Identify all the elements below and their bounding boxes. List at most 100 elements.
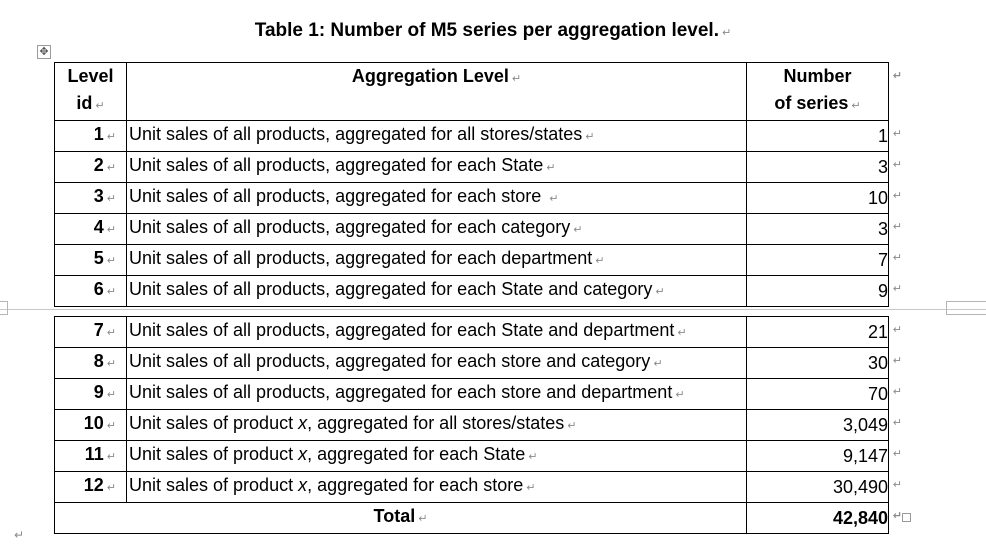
- cell-end-mark: ↵: [106, 420, 116, 432]
- level-id-cell[interactable]: 1 ↵: [54, 120, 127, 152]
- aggregation-text: Unit sales of all products, aggregated f…: [129, 124, 583, 144]
- table-row: 4 ↵ Unit sales of all products, aggregated…: [54, 213, 902, 245]
- aggregation-text-rest: , aggregated for all stores/states: [307, 413, 565, 433]
- aggregation-level-cell[interactable]: Unit sales of all products, aggregated f…: [126, 347, 747, 379]
- paragraph-mark: ↵: [722, 27, 732, 39]
- series-count-cell[interactable]: 7 ↵: [746, 244, 902, 276]
- table-move-handle-icon[interactable]: ✥: [37, 45, 51, 59]
- table-row: 8 ↵ Unit sales of all products, aggregated…: [54, 347, 902, 379]
- series-count: 9: [877, 280, 888, 301]
- row-end-mark: ↵: [892, 479, 902, 491]
- level-id-cell[interactable]: 3 ↵: [54, 182, 127, 214]
- row-end-mark: ↵: [892, 283, 902, 295]
- row-end-mark: ↵: [892, 510, 902, 522]
- table-row: 7 ↵ Unit sales of all products, aggregated…: [54, 316, 902, 348]
- total-count-cell[interactable]: 42,840 ↵: [746, 502, 902, 534]
- header-level-id[interactable]: Level id ↵: [54, 62, 127, 121]
- page-break-line: [0, 309, 986, 310]
- header-level-id-line1: Level: [67, 66, 114, 86]
- aggregation-text: Unit sales of all products, aggregated f…: [129, 320, 675, 340]
- series-count: 3,049: [842, 414, 888, 435]
- table-row: 6 ↵ Unit sales of all products, aggregated…: [54, 275, 902, 307]
- aggregation-table-bottom: 7 ↵ Unit sales of all products, aggregated…: [54, 316, 902, 534]
- header-number-of-series[interactable]: Number of series ↵ ↵: [746, 62, 902, 121]
- series-count-cell[interactable]: 21 ↵: [746, 316, 902, 348]
- row-end-mark: ↵: [892, 324, 902, 336]
- aggregation-text-rest: , aggregated for each State: [307, 444, 526, 464]
- level-id: 1: [93, 124, 104, 144]
- level-id: 12: [83, 475, 104, 495]
- table-row: 5 ↵ Unit sales of all products, aggregated…: [54, 244, 902, 276]
- page-gap-marker-right: [946, 301, 986, 315]
- cell-end-mark: ↵: [106, 286, 116, 298]
- aggregation-text-italic: x: [298, 444, 308, 464]
- header-aggregation-level[interactable]: Aggregation Level ↵: [126, 62, 747, 121]
- aggregation-level-cell[interactable]: Unit sales of all products, aggregated f…: [126, 244, 747, 276]
- series-count-cell[interactable]: 3 ↵: [746, 213, 902, 245]
- aggregation-level-cell[interactable]: Unit sales of all products, aggregated f…: [126, 182, 747, 214]
- cell-end-mark: ↵: [595, 255, 605, 267]
- header-aggregation-level-text: Aggregation Level: [351, 66, 509, 86]
- table-row: 12 ↵ Unit sales of product x, aggregated f…: [54, 471, 902, 503]
- series-count-cell[interactable]: 70 ↵: [746, 378, 902, 410]
- aggregation-text: Unit sales of product: [129, 475, 299, 495]
- aggregation-text: Unit sales of all products, aggregated f…: [129, 382, 673, 402]
- page-gap-marker-left: [0, 301, 8, 315]
- series-count-cell[interactable]: 3 ↵: [746, 151, 902, 183]
- cell-end-mark: ↵: [549, 193, 559, 205]
- level-id-cell[interactable]: 2 ↵: [54, 151, 127, 183]
- series-count-cell[interactable]: 10 ↵: [746, 182, 902, 214]
- header-row: Level id ↵ Aggregation Level ↵ Number of s…: [54, 62, 902, 121]
- aggregation-level-cell[interactable]: Unit sales of all products, aggregated f…: [126, 213, 747, 245]
- row-end-mark: ↵: [892, 70, 902, 82]
- series-count-cell[interactable]: 30,490 ↵: [746, 471, 902, 503]
- aggregation-level-cell[interactable]: Unit sales of product x, aggregated for …: [126, 471, 747, 503]
- aggregation-level-cell[interactable]: Unit sales of all products, aggregated f…: [126, 275, 747, 307]
- row-end-mark: ↵: [892, 252, 902, 264]
- table-row: 2 ↵ Unit sales of all products, aggregated…: [54, 151, 902, 183]
- level-id: 7: [93, 320, 104, 340]
- cell-end-mark: ↵: [677, 327, 687, 339]
- cell-end-mark: ↵: [106, 255, 116, 267]
- level-id-cell[interactable]: 9 ↵: [54, 378, 127, 410]
- aggregation-text-italic: x: [298, 475, 308, 495]
- aggregation-level-cell[interactable]: Unit sales of all products, aggregated f…: [126, 316, 747, 348]
- series-count-cell[interactable]: 9,147 ↵: [746, 440, 902, 472]
- caption-text: Table 1: Number of M5 series per aggrega…: [254, 20, 719, 41]
- level-id-cell[interactable]: 8 ↵: [54, 347, 127, 379]
- row-end-mark: ↵: [892, 417, 902, 429]
- cell-end-mark: ↵: [106, 327, 116, 339]
- total-label-cell[interactable]: Total ↵: [54, 502, 747, 534]
- cell-end-mark: ↵: [655, 286, 665, 298]
- cell-end-mark: ↵: [573, 224, 583, 236]
- series-count-cell[interactable]: 1 ↵: [746, 120, 902, 152]
- series-count-cell[interactable]: 9 ↵: [746, 275, 902, 307]
- aggregation-level-cell[interactable]: Unit sales of all products, aggregated f…: [126, 378, 747, 410]
- aggregation-level-cell[interactable]: Unit sales of all products, aggregated f…: [126, 151, 747, 183]
- aggregation-text: Unit sales of all products, aggregated f…: [129, 155, 544, 175]
- level-id-cell[interactable]: 10 ↵: [54, 409, 127, 441]
- row-end-mark: ↵: [892, 190, 902, 202]
- header-number-line1: Number: [783, 66, 852, 86]
- row-end-mark: ↵: [892, 386, 902, 398]
- level-id-cell[interactable]: 5 ↵: [54, 244, 127, 276]
- series-count: 1: [877, 125, 888, 146]
- level-id-cell[interactable]: 6 ↵: [54, 275, 127, 307]
- series-count: 9,147: [842, 445, 888, 466]
- series-count-cell[interactable]: 30 ↵: [746, 347, 902, 379]
- row-end-mark: ↵: [892, 159, 902, 171]
- aggregation-level-cell[interactable]: Unit sales of all products, aggregated f…: [126, 120, 747, 152]
- series-count-cell[interactable]: 3,049 ↵: [746, 409, 902, 441]
- level-id: 2: [93, 155, 104, 175]
- aggregation-level-cell[interactable]: Unit sales of product x, aggregated for …: [126, 440, 747, 472]
- table-resize-handle[interactable]: [902, 513, 911, 522]
- aggregation-level-cell[interactable]: Unit sales of product x, aggregated for …: [126, 409, 747, 441]
- cell-end-mark: ↵: [106, 482, 116, 494]
- level-id-cell[interactable]: 4 ↵: [54, 213, 127, 245]
- table-row: 1 ↵ Unit sales of all products, aggregated…: [54, 120, 902, 152]
- level-id: 10: [83, 413, 104, 433]
- aggregation-text: Unit sales of product: [129, 444, 299, 464]
- level-id-cell[interactable]: 12 ↵: [54, 471, 127, 503]
- level-id-cell[interactable]: 7 ↵: [54, 316, 127, 348]
- level-id-cell[interactable]: 11 ↵: [54, 440, 127, 472]
